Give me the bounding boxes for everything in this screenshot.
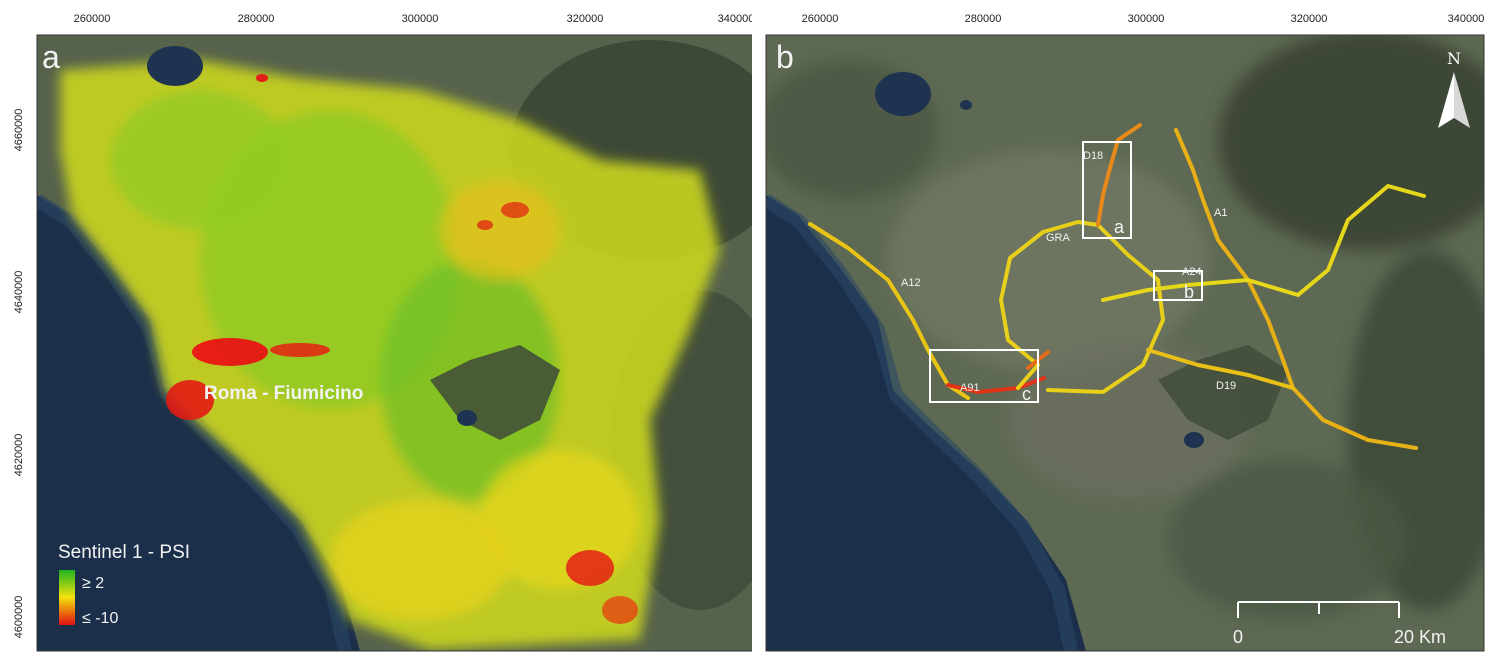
legend-low-label: ≤ -10 [82,610,118,627]
north-label: N [1447,49,1461,68]
legend-color-ramp [59,570,75,625]
road-a1 [1174,128,1418,450]
road-label-a24: A24 [1182,266,1202,278]
x-tick: 340000 [718,13,752,25]
x-tick: 260000 [802,13,839,25]
road-gra [999,220,1165,394]
road-label-a91: A91 [960,382,980,394]
road-label-d18: D18 [1083,150,1103,162]
panel-b-svg: 260000 280000 300000 320000 340000 [765,13,1485,652]
north-arrow-icon [1438,72,1454,128]
lake [875,72,931,116]
north-arrow: N [1438,49,1470,128]
y-tick: 4660000 [13,109,25,152]
x-tick: 260000 [74,13,111,25]
legend-title: Sentinel 1 - PSI [58,542,190,563]
x-axis-ticks: 260000 280000 300000 320000 340000 [74,13,755,25]
place-label-roma-fiumicino: Roma - Fiumicino [204,383,363,404]
psi-coverage [60,60,720,650]
panel-a-svg: 260000 280000 300000 320000 340000 46600… [13,13,755,652]
panel-b-road-network-map: 260000 280000 300000 320000 340000 [748,0,1500,664]
scalebar-end-label: 20 Km [1394,627,1446,647]
x-tick: 300000 [402,13,439,25]
scalebar-zero-label: 0 [1233,627,1243,647]
lake [960,100,972,110]
scale-bar: 0 20 Km [1233,601,1446,647]
y-tick: 4600000 [13,596,25,639]
road-a91 [946,376,1046,394]
panel-letter-a: a [42,39,60,75]
x-tick: 300000 [1128,13,1165,25]
road-network [808,123,1426,450]
road-labels: A12 GRA D18 A1 A24 A91 D19 [901,150,1236,394]
road-label-a12: A12 [901,277,921,289]
map-a-canvas [36,34,755,652]
panel-a-psi-map: 260000 280000 300000 320000 340000 46600… [0,0,755,664]
legend-high-label: ≥ 2 [82,575,104,592]
road-d19 [1146,348,1295,390]
study-box-b [1153,270,1203,301]
alban-hills [1158,345,1288,440]
y-tick: 4620000 [13,434,25,477]
lake [1184,432,1204,448]
x-tick: 320000 [1291,13,1328,25]
x-tick: 280000 [965,13,1002,25]
subsidence-hotspots [166,74,638,624]
road-label-d19: D19 [1216,380,1236,392]
lake [147,46,203,86]
study-area-boxes [929,141,1203,403]
y-axis-ticks: 4660000 4640000 4620000 4600000 [13,109,25,639]
coastal-shelf [766,194,1078,651]
y-tick: 4640000 [13,271,25,314]
sea-area [37,195,360,651]
road-d18 [1096,123,1142,227]
panel-letter-b: b [776,39,794,75]
study-box-a [1082,141,1132,239]
map-frame [765,34,1485,652]
x-tick: 280000 [238,13,275,25]
study-box-c [929,349,1039,403]
study-box-a-label: a [1114,217,1125,237]
x-axis-ticks: 260000 280000 300000 320000 340000 [802,13,1485,25]
map-b-canvas [765,34,1485,652]
road-label-a1: A1 [1214,207,1227,219]
study-box-c-label: c [1022,384,1031,404]
x-tick: 320000 [567,13,604,25]
road-label-gra: GRA [1046,232,1071,244]
lake [457,410,477,426]
north-arrow-icon [1454,72,1470,128]
psi-legend: Sentinel 1 - PSI ≥ 2 ≤ -10 [58,542,190,627]
study-box-b-label: b [1184,282,1194,302]
x-tick: 340000 [1448,13,1485,25]
road-a24 [1101,184,1426,302]
